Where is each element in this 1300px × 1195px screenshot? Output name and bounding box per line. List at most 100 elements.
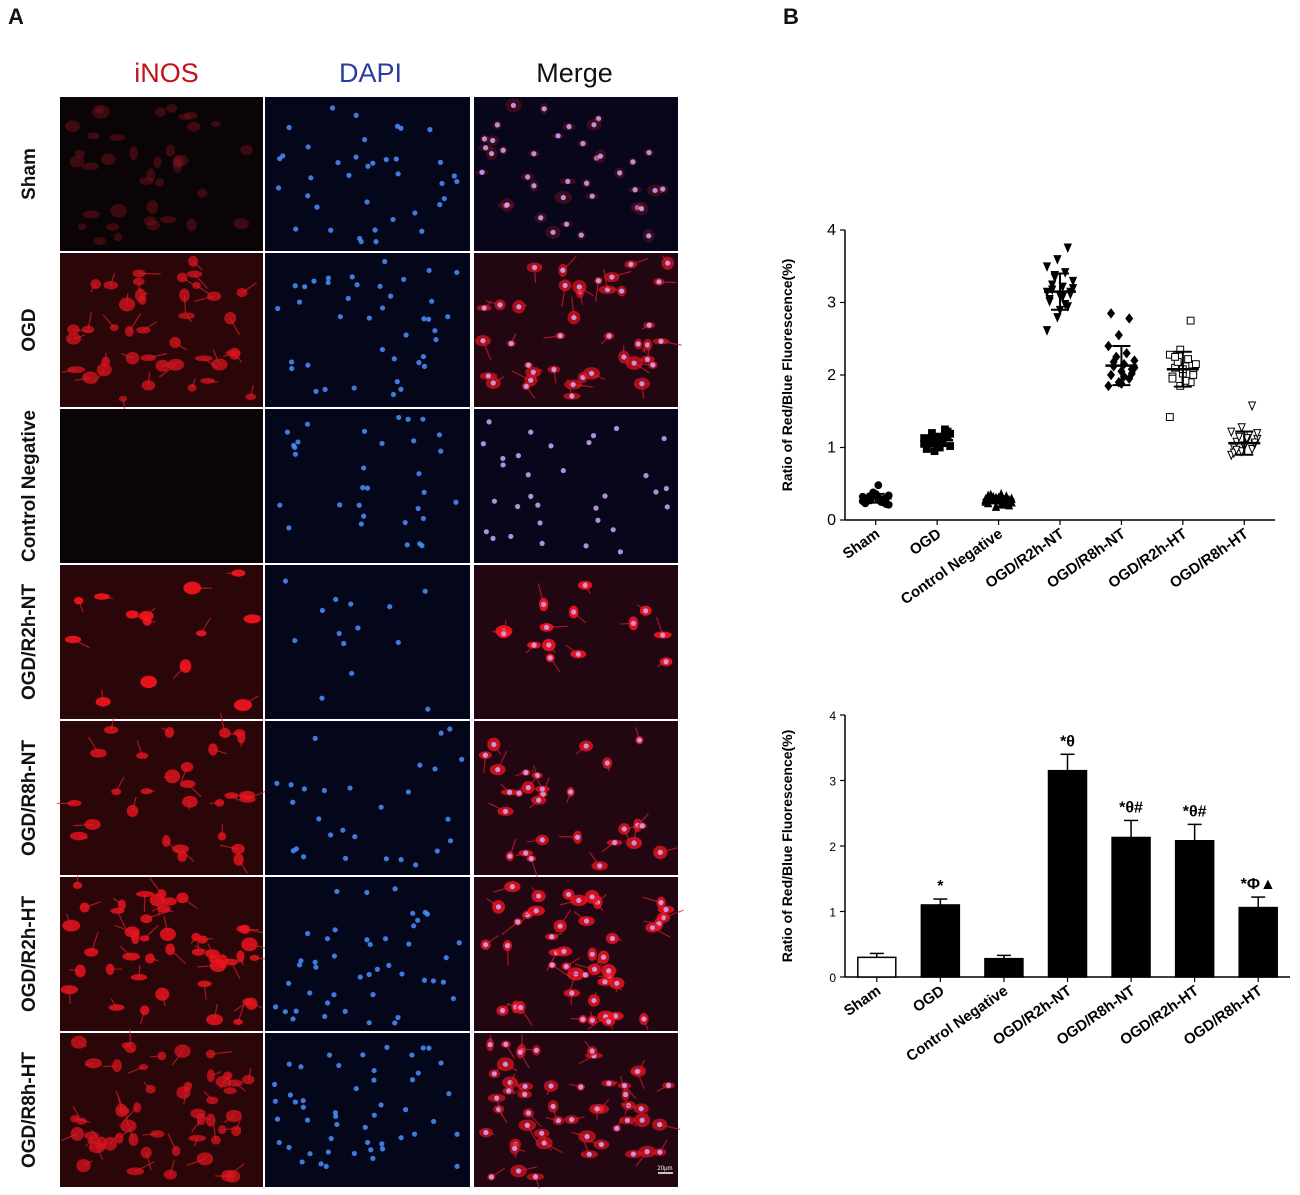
scatter-point-ogd-19 bbox=[946, 429, 955, 438]
scatter-point-sham-18 bbox=[874, 481, 883, 490]
scatter-point-ogd-r8h-ht-12 bbox=[1237, 423, 1246, 433]
bar-sham bbox=[857, 956, 897, 978]
scatter-point-ogd-r2h-ht-14 bbox=[1168, 374, 1177, 383]
scatter-point-ogd-r2h-nt-19 bbox=[1068, 284, 1078, 294]
micrograph-merge-control-negative bbox=[474, 409, 678, 563]
scatter-point-ogd-r8h-nt-12 bbox=[1114, 329, 1123, 341]
scatter-point-sham-19 bbox=[884, 500, 893, 509]
bar-category-label-sham: Sham bbox=[841, 982, 884, 1019]
bar-ytick-label-1: 1 bbox=[829, 906, 836, 920]
bar-ytick-label-0: 0 bbox=[829, 971, 836, 985]
bar-ogd-r2h-nt bbox=[1047, 769, 1088, 978]
scatter-point-ogd-r8h-ht-13 bbox=[1247, 401, 1257, 412]
scatter-point-ogd-r8h-ht-2 bbox=[1247, 445, 1257, 455]
micrograph-merge-sham bbox=[474, 97, 678, 251]
scatter-point-ogd-r2h-ht-13 bbox=[1186, 316, 1195, 325]
scatter-point-ogd-r2h-nt-12 bbox=[1053, 255, 1062, 265]
bar-ytick-label-3: 3 bbox=[829, 775, 836, 789]
scatter-group-sham bbox=[858, 481, 893, 509]
bar-control-negative bbox=[984, 957, 1024, 978]
scatter-point-ogd-r8h-nt-14 bbox=[1106, 308, 1116, 319]
scatter-ytick-label-3: 3 bbox=[827, 295, 836, 312]
scatter-point-ogd-r2h-nt-13 bbox=[1063, 243, 1072, 254]
scatter-ytick-label-2: 2 bbox=[827, 367, 836, 384]
bar-annotation-ogd-r2h-nt: *θ bbox=[1060, 733, 1075, 750]
panel-b-label: B bbox=[783, 4, 799, 29]
scatter-y-axis-label: Ratio of Red/Blue Fluorescence(%) bbox=[779, 259, 795, 492]
scatter-point-ogd-r2h-ht-10 bbox=[1184, 355, 1192, 363]
scatter-point-ogd-r2h-nt-21 bbox=[1061, 300, 1070, 310]
scatter-group-ogd bbox=[920, 425, 955, 456]
micrograph-dapi-ogd bbox=[265, 253, 470, 407]
scatter-ytick-label-1: 1 bbox=[827, 440, 836, 457]
micrograph-dapi-ogd-r2h-ht bbox=[265, 877, 470, 1031]
micrograph-inos-ogd-r2h-nt bbox=[60, 565, 263, 719]
bar-annotation-ogd-r8h-ht: *Φ▲ bbox=[1241, 876, 1276, 893]
scatter-group-ogd-r8h-ht bbox=[1227, 401, 1262, 461]
scatter-group-ogd-r2h-nt bbox=[1042, 243, 1078, 336]
bar-ytick-label-2: 2 bbox=[829, 840, 836, 854]
bar-ogd bbox=[920, 904, 961, 978]
scatter-point-ogd-r2h-ht-17 bbox=[1171, 352, 1179, 361]
bar-category-label-ogd: OGD bbox=[910, 982, 948, 1016]
scatter-point-ogd-r2h-ht-8 bbox=[1191, 360, 1200, 369]
scale-bar-label: 20μm bbox=[657, 1166, 672, 1172]
scatter-point-ogd-r2h-nt-8 bbox=[1068, 276, 1078, 287]
bar-annotation-ogd-r2h-ht: *θ# bbox=[1183, 803, 1207, 820]
micrograph-dapi-ogd-r2h-nt bbox=[265, 565, 470, 719]
micrograph-merge-ogd-r2h-ht bbox=[474, 877, 684, 1031]
scatter-point-ogd-r8h-ht-17 bbox=[1232, 445, 1241, 456]
scatter-point-ogd-r8h-ht-19 bbox=[1253, 429, 1262, 439]
panel-a-label: A bbox=[8, 4, 24, 29]
bar-y-axis-label: Ratio of Red/Blue Fluorescence(%) bbox=[779, 730, 795, 963]
micrograph-merge-ogd bbox=[474, 253, 682, 407]
scatter-point-ogd-8 bbox=[946, 442, 955, 450]
column-header-inos: iNOS bbox=[134, 58, 199, 88]
scatter-point-ogd-r8h-nt-0 bbox=[1104, 380, 1113, 392]
scatter-point-ogd-r8h-nt-3 bbox=[1106, 369, 1116, 381]
micrograph-inos-sham bbox=[60, 97, 263, 251]
scatter-point-ogd-r8h-nt-10 bbox=[1122, 348, 1131, 359]
scatter-point-ogd-r8h-nt-11 bbox=[1104, 340, 1113, 352]
bar-ytick-label-4: 4 bbox=[829, 709, 836, 723]
scatter-point-ogd-r2h-ht-16 bbox=[1189, 371, 1198, 379]
scatter-point-ogd-r2h-nt-14 bbox=[1045, 294, 1054, 305]
scatter-point-ogd-r2h-nt-0 bbox=[1042, 326, 1052, 336]
scatter-group-control-negative bbox=[981, 488, 1016, 511]
micrograph-inos-ogd bbox=[60, 253, 263, 415]
bar-annotation-ogd: * bbox=[937, 878, 944, 895]
micrograph-inos-ogd-r2h-ht bbox=[60, 875, 273, 1031]
bar-ogd-r2h-ht bbox=[1174, 840, 1215, 978]
micrograph-inos-control-negative bbox=[60, 409, 263, 563]
micrograph-dapi-sham bbox=[265, 97, 470, 251]
micrograph-grid: 20μm bbox=[56, 97, 684, 1189]
scatter-category-label-ogd: OGD bbox=[907, 525, 945, 559]
scatter-point-ogd-r2h-ht-12 bbox=[1176, 345, 1185, 354]
bar-chart: 0 1 2 3 4 Ratio of Red/Blue Fluorescence(%) Sh… bbox=[779, 709, 1290, 1065]
micrograph-inos-ogd-r8h-nt bbox=[56, 713, 268, 875]
column-header-merge: Merge bbox=[536, 58, 613, 88]
scatter-group-ogd-r8h-nt bbox=[1104, 308, 1139, 392]
bar-ogd-r8h-nt bbox=[1111, 836, 1151, 978]
scatter-ytick-label-4: 4 bbox=[827, 222, 836, 239]
scatter-point-ogd-r8h-ht-11 bbox=[1227, 427, 1236, 438]
scatter-ytick-label-0: 0 bbox=[827, 512, 836, 529]
micrograph-dapi-control-negative bbox=[265, 409, 470, 563]
scatter-point-ogd-r8h-nt-13 bbox=[1125, 313, 1134, 324]
scatter-plot: 0 1 2 3 4 Ratio of Red/Blue Fluorescence(%) Sh… bbox=[779, 222, 1275, 608]
micrograph-merge-ogd-r8h-nt bbox=[474, 721, 678, 877]
scatter-group-ogd-r2h-ht bbox=[1165, 316, 1200, 421]
micrograph-merge-ogd-r8h-ht bbox=[474, 1033, 681, 1189]
scatter-category-label-control-negative: Control Negative bbox=[898, 525, 1006, 608]
bar-annotation-ogd-r8h-nt: *θ# bbox=[1119, 799, 1143, 816]
bar-ogd-r8h-ht bbox=[1238, 906, 1278, 978]
micrograph-dapi-ogd-r8h-nt bbox=[265, 721, 470, 875]
micrograph-inos-ogd-r8h-ht bbox=[60, 1029, 263, 1187]
scatter-category-label-sham: Sham bbox=[840, 525, 883, 562]
micrograph-dapi-ogd-r8h-ht bbox=[265, 1033, 470, 1187]
column-header-dapi: DAPI bbox=[338, 58, 403, 88]
scatter-point-ogd-r2h-nt-11 bbox=[1042, 262, 1052, 272]
scatter-point-ogd-r2h-nt-1 bbox=[1053, 313, 1062, 323]
scatter-point-ogd-r2h-nt-17 bbox=[1048, 280, 1057, 291]
scatter-point-ogd-r2h-ht-0 bbox=[1165, 413, 1174, 421]
